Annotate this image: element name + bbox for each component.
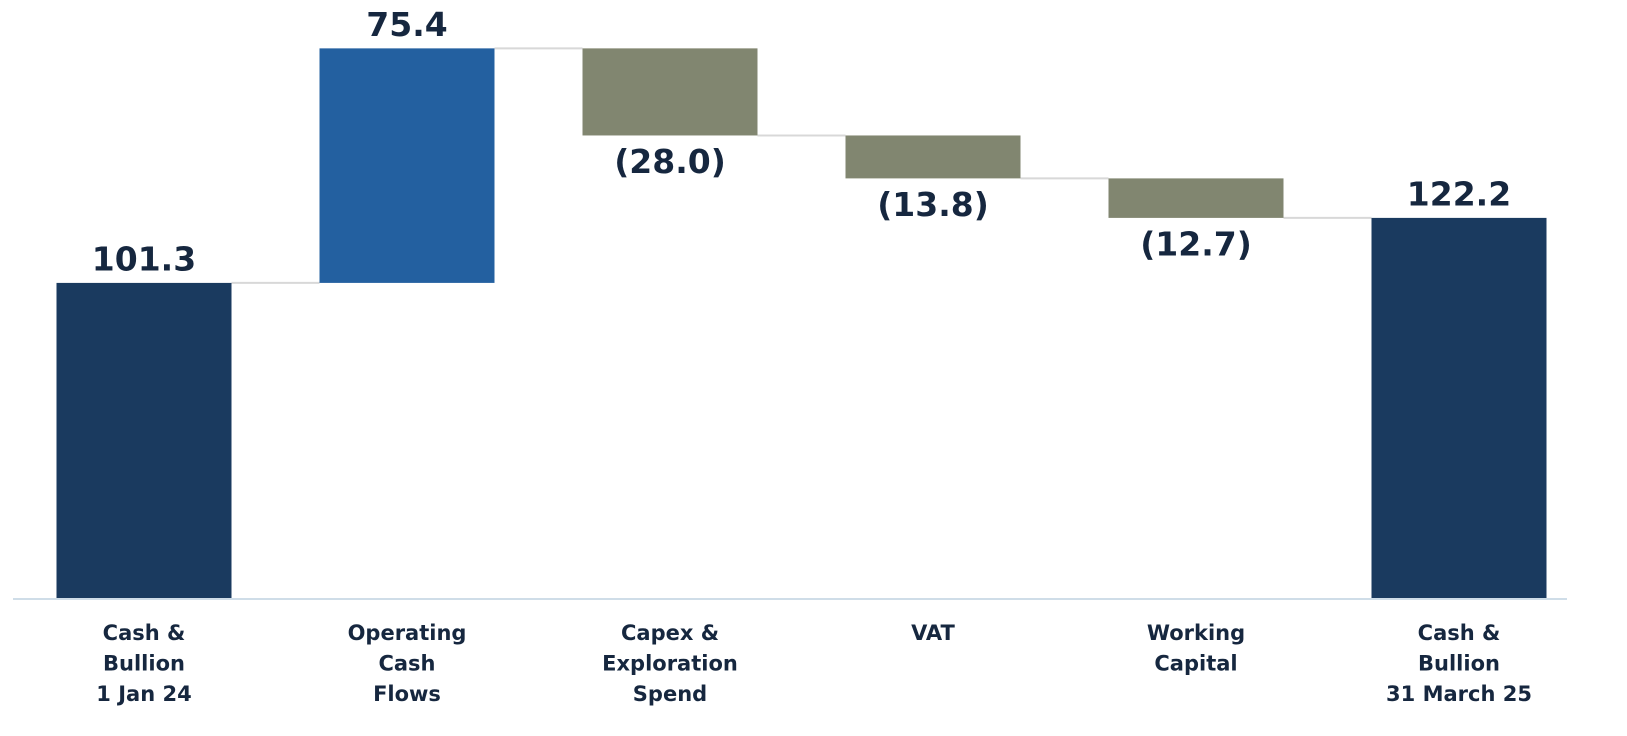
- value-label: 75.4: [366, 5, 447, 44]
- x-tick-label: Capital: [1154, 652, 1237, 676]
- x-tick-label: Cash &: [1418, 621, 1501, 645]
- x-tick-label: Flows: [373, 682, 441, 706]
- value-label: (12.7): [1140, 224, 1252, 263]
- bar: [845, 135, 1021, 179]
- bar: [1371, 217, 1547, 598]
- bar: [56, 282, 232, 598]
- value-label: (13.8): [877, 185, 989, 224]
- bar: [1108, 178, 1284, 218]
- x-tick-label: Cash: [378, 652, 435, 676]
- x-tick-label: Working: [1147, 621, 1245, 645]
- x-tick-label: Cash &: [103, 621, 186, 645]
- x-tick-label: Exploration: [602, 652, 738, 676]
- x-tick-label: 1 Jan 24: [96, 682, 191, 706]
- value-label: 101.3: [92, 239, 196, 278]
- x-tick-label: VAT: [911, 621, 955, 645]
- value-label: (28.0): [614, 142, 726, 181]
- x-tick-label: Bullion: [1418, 652, 1500, 676]
- x-tick-label: Bullion: [103, 652, 185, 676]
- value-label: 122.2: [1407, 174, 1511, 213]
- bar: [319, 48, 495, 283]
- x-tick-label: Capex &: [621, 621, 719, 645]
- x-tick-label: Spend: [633, 682, 707, 706]
- x-tick-label: Operating: [348, 621, 467, 645]
- bar: [582, 48, 758, 136]
- x-tick-label: 31 March 25: [1386, 682, 1532, 706]
